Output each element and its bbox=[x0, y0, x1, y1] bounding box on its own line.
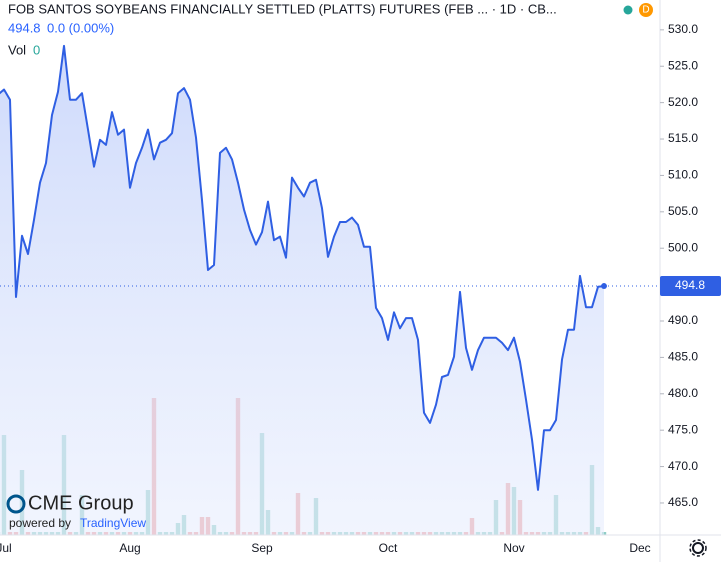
y-tick-label: 515.0 bbox=[668, 131, 698, 145]
last-point bbox=[601, 283, 607, 290]
price-line bbox=[0, 44, 605, 491]
x-tick-label: Oct bbox=[379, 541, 398, 555]
change: 0.0 (0.00%) bbox=[47, 20, 114, 35]
y-tick-label: 470.0 bbox=[668, 459, 698, 473]
logo-text: CME Group bbox=[28, 492, 134, 514]
y-tick-label: 520.0 bbox=[668, 95, 698, 109]
y-tick-label: 485.0 bbox=[668, 350, 698, 364]
y-tick-label: 490.0 bbox=[668, 313, 698, 327]
badge bbox=[639, 3, 653, 17]
price-layer bbox=[0, 44, 660, 535]
brand: TradingView bbox=[80, 516, 146, 530]
y-tick-label: 480.0 bbox=[668, 386, 698, 400]
price-tag bbox=[660, 276, 721, 297]
last-price: 494.8 bbox=[8, 20, 41, 35]
volume-value: 0 bbox=[33, 42, 40, 57]
chart-title: FOB SANTOS SOYBEANS FINANCIALLY SETTLED … bbox=[8, 1, 557, 16]
badge-text: D bbox=[642, 5, 649, 16]
y-tick-label: 505.0 bbox=[668, 204, 698, 218]
y-tick-label: 465.0 bbox=[668, 495, 698, 509]
settings-icon[interactable] bbox=[689, 539, 707, 557]
x-tick-label: Aug bbox=[119, 541, 140, 555]
powered-by: powered by bbox=[9, 516, 71, 530]
gear-teeth[interactable] bbox=[689, 539, 707, 557]
x-tick-label: Nov bbox=[503, 541, 524, 555]
y-tick-label: 510.0 bbox=[668, 168, 698, 182]
price-tag-label: 494.8 bbox=[675, 278, 705, 292]
logo: CME Group powered by TradingView bbox=[6, 492, 146, 530]
y-tick-label: 500.0 bbox=[668, 240, 698, 254]
x-tick-label: Dec bbox=[629, 541, 650, 555]
y-tick-label: 525.0 bbox=[668, 58, 698, 72]
gear[interactable] bbox=[692, 542, 704, 554]
y-tick-label: 475.0 bbox=[668, 422, 698, 436]
volume-label: Vol bbox=[8, 42, 26, 57]
y-tick-label: 530.0 bbox=[668, 22, 698, 36]
status-dot bbox=[623, 5, 633, 15]
x-tick-label: Sep bbox=[251, 541, 273, 555]
logo-icon bbox=[6, 494, 26, 514]
x-tick-label: Jul bbox=[0, 541, 12, 555]
area-fill bbox=[0, 45, 604, 535]
